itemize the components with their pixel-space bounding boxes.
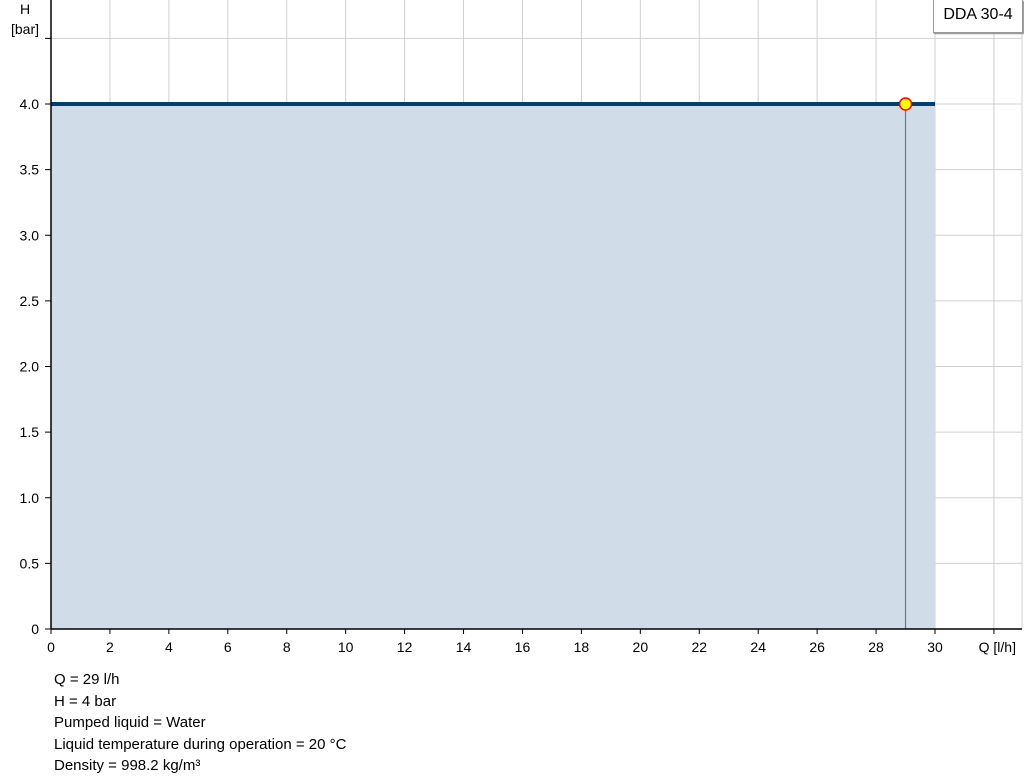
info-head: H = 4 bar xyxy=(54,692,117,710)
x-tick-label: 22 xyxy=(691,639,707,655)
x-axis-label: Q [l/h] xyxy=(979,639,1016,655)
pump-curve-chart: 0 2 4 6 8 10 12 14 16 18 20 22 24 26 28 3000.51.01.52.0… xyxy=(11,0,1023,655)
x-tick-label: 0 xyxy=(47,639,55,655)
x-tick-label: 24 xyxy=(750,639,766,655)
info-density: Density = 998.2 kg/m³ xyxy=(54,757,201,774)
x-tick-label: 6 xyxy=(224,639,232,655)
x-tick-label: 16 xyxy=(515,639,531,655)
x-tick-label: 2 xyxy=(106,639,114,655)
operating-point xyxy=(898,97,913,111)
x-tick-label: 26 xyxy=(809,639,825,655)
y-axis-label-h: H xyxy=(20,1,30,17)
x-tick-label: 4 xyxy=(165,639,173,655)
y-tick-label: 2.0 xyxy=(20,359,40,375)
x-tick-label: 28 xyxy=(868,639,884,655)
x-tick-label: 12 xyxy=(397,639,413,655)
x-tick-label: 18 xyxy=(574,639,590,655)
info-temperature: Liquid temperature during operation = 20… xyxy=(54,735,347,753)
y-tick-label: 2.5 xyxy=(20,293,40,309)
y-tick-label: 0 xyxy=(31,621,39,637)
operating-info: Q = 29 l/h H = 4 bar Pumped liquid = Wat… xyxy=(54,669,346,777)
info-flow: Q = 29 l/h xyxy=(54,671,120,688)
info-liquid: Pumped liquid = Water xyxy=(54,714,206,731)
x-tick-label: 10 xyxy=(338,639,354,655)
x-tick-label: 8 xyxy=(283,639,291,655)
legend-pump-name: DDA 30-4 xyxy=(933,0,1023,33)
y-tick-label: 3.5 xyxy=(20,162,40,178)
y-tick-label: 1.5 xyxy=(20,424,40,440)
y-tick-label: 3.0 xyxy=(20,227,40,243)
y-axis-label-unit: [bar] xyxy=(11,21,39,37)
y-tick-label: 4.0 xyxy=(20,96,40,112)
y-tick-label: 1.0 xyxy=(20,490,40,506)
curve-area-fill xyxy=(51,104,935,629)
y-tick-label: 0.5 xyxy=(20,555,40,571)
x-tick-label: 30 xyxy=(927,639,943,655)
x-tick-label: 20 xyxy=(633,639,649,655)
x-tick-label: 14 xyxy=(456,639,472,655)
